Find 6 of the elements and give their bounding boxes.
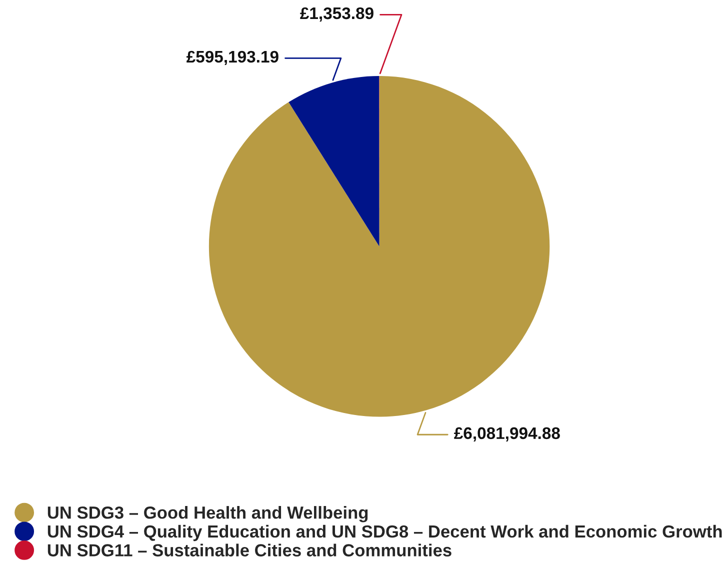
- data-label: £6,081,994.88: [454, 427, 560, 442]
- legend-label: UN SDG3 – Good Health and Wellbeing: [48, 506, 368, 522]
- legend-label: UN SDG11 – Sustainable Cities and Communities: [48, 544, 452, 556]
- legend-label: UN SDG4 – Quality Education and UN SDG8 – Decent Work and Economic Growth: [48, 524, 722, 542]
- data-label: £1,353.89: [300, 7, 374, 22]
- data-label: £595,193.19: [186, 50, 278, 66]
